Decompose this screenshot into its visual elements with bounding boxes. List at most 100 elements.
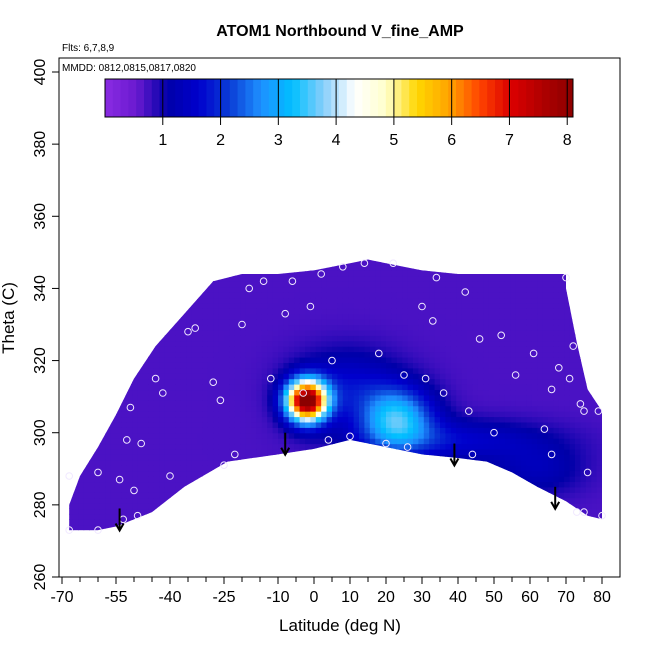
field-cell [369, 270, 376, 277]
field-cell [89, 346, 95, 353]
field-cell [62, 362, 68, 368]
field-cell [245, 432, 252, 439]
field-cell [137, 367, 144, 374]
field-cell [407, 432, 414, 439]
field-cell [477, 367, 484, 374]
field-cell [191, 340, 198, 347]
field-cell [418, 481, 425, 488]
field-cell [359, 481, 365, 488]
field-cell [407, 492, 414, 499]
field-cell [305, 249, 311, 255]
field-cell [359, 421, 365, 428]
field-cell [542, 286, 549, 293]
field-cell [499, 362, 506, 369]
field-cell [553, 427, 560, 434]
field-cell [272, 438, 279, 445]
field-cell [542, 324, 549, 331]
field-cell [143, 384, 149, 391]
field-cell [186, 508, 193, 515]
field-cell [521, 340, 527, 347]
field-cell [548, 378, 554, 385]
field-cell [99, 443, 106, 450]
field-cell [418, 313, 425, 320]
field-cell [467, 270, 473, 277]
field-cell [542, 443, 549, 450]
field-cell [315, 335, 322, 342]
field-cell [461, 503, 468, 510]
field-cell [381, 249, 387, 255]
field-cell [111, 249, 117, 255]
field-cell [267, 427, 274, 434]
field-cell [62, 254, 68, 260]
field-cell [137, 259, 144, 266]
field-cell [429, 448, 436, 455]
field-cell [526, 481, 533, 488]
field-cell [326, 319, 333, 326]
field-cell [153, 400, 160, 407]
field-cell [510, 448, 517, 455]
field-cell [369, 351, 376, 358]
field-cell [180, 394, 187, 401]
field-cell [267, 459, 274, 466]
field-cell [396, 378, 403, 385]
field-cell [505, 249, 511, 255]
field-cell [267, 335, 274, 342]
field-cell [213, 427, 220, 434]
field-cell [197, 394, 203, 401]
field-cell [251, 297, 257, 304]
field-cell [494, 481, 500, 488]
field-cell [413, 346, 419, 353]
field-cell [132, 421, 139, 428]
field-cell [461, 519, 468, 526]
field-cell [170, 324, 176, 331]
field-cell [234, 400, 241, 407]
field-cell [467, 335, 473, 342]
field-cell [359, 362, 365, 369]
field-cell [121, 329, 128, 336]
field-cell [434, 259, 441, 266]
field-cell [180, 313, 187, 320]
field-cell [229, 497, 236, 504]
field-cell [445, 481, 452, 488]
field-cell [510, 292, 517, 299]
field-cell [488, 373, 495, 380]
field-cell [245, 416, 252, 423]
field-cell [224, 519, 230, 526]
field-cell [553, 308, 560, 315]
field-cell [132, 302, 139, 309]
field-cell [477, 486, 484, 493]
field-cell [234, 292, 241, 299]
field-cell [175, 448, 182, 455]
field-cell [321, 335, 328, 342]
field-cell [197, 519, 203, 526]
field-cell [62, 514, 68, 520]
field-cell [234, 378, 241, 385]
field-cell [246, 249, 252, 255]
field-cell [251, 519, 257, 526]
field-cell [434, 524, 441, 531]
field-cell [521, 470, 527, 477]
field-cell [126, 292, 133, 299]
field-cell [159, 443, 166, 450]
field-cell [483, 367, 490, 374]
field-cell [456, 421, 463, 428]
field-cell [126, 308, 133, 315]
field-cell [326, 421, 333, 428]
field-cell [542, 492, 549, 499]
field-cell [407, 486, 414, 493]
field-cell [267, 448, 274, 455]
field-cell [121, 270, 128, 277]
field-cell [132, 503, 139, 510]
field-cell [396, 508, 403, 515]
field-cell [272, 411, 279, 418]
field-cell [461, 459, 468, 466]
field-cell [305, 362, 311, 369]
field-cell [315, 275, 322, 282]
field-cell [327, 536, 333, 542]
field-cell [531, 400, 538, 407]
field-cell [364, 432, 371, 439]
field-cell [121, 362, 128, 369]
field-cell [251, 411, 257, 418]
field-cell [207, 400, 214, 407]
field-cell [72, 286, 79, 293]
